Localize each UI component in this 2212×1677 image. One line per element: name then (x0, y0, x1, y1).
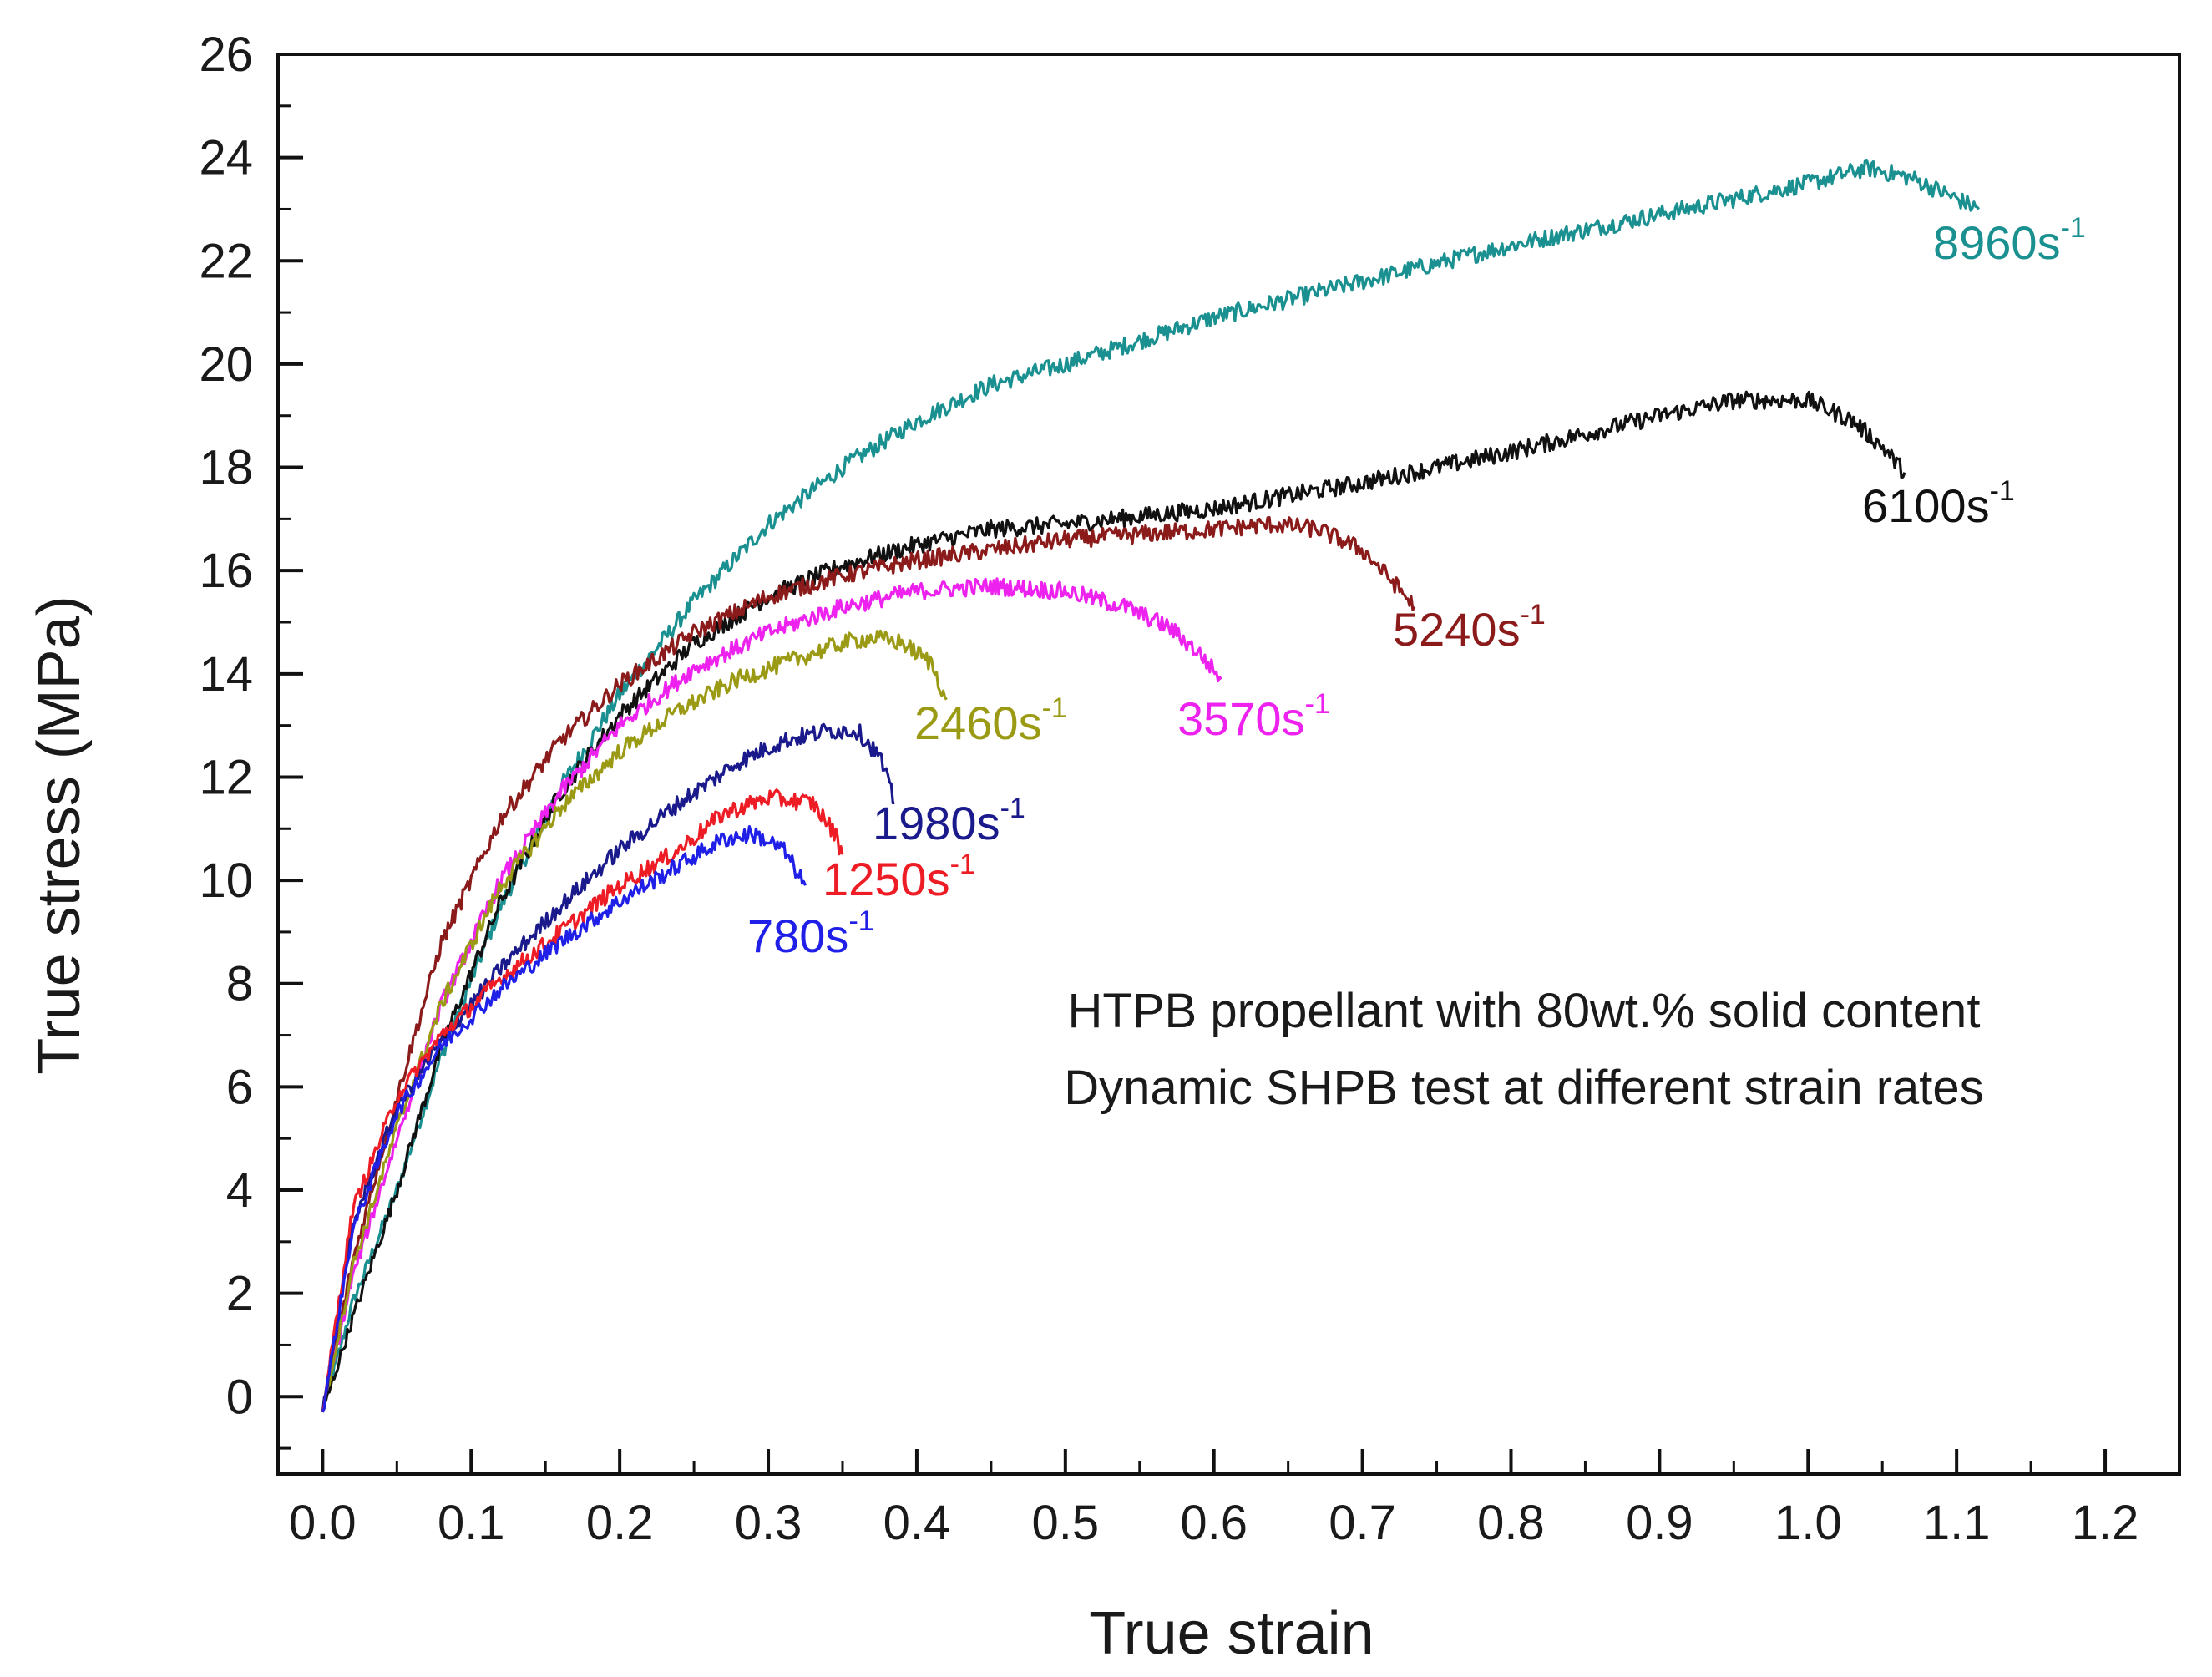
series-label-780s: 780s-1 (747, 905, 874, 962)
series-label-rate: 1980s (873, 797, 1000, 849)
x-tick-label: 0.3 (735, 1496, 802, 1550)
y-tick-label: 0 (226, 1370, 253, 1424)
annotation-line-2: Dynamic SHPB test at different strain ra… (1064, 1061, 1983, 1115)
plot-frame (276, 53, 2181, 1476)
series-label-rate: 780s (747, 909, 848, 962)
series-label-exponent: -1 (1521, 599, 1546, 631)
series-label-rate: 5240s (1393, 603, 1521, 656)
series-label-exponent: -1 (1042, 692, 1067, 724)
series-label-exponent: -1 (1990, 475, 2015, 507)
y-tick-label: 8 (226, 957, 253, 1011)
series-label-5240s: 5240s-1 (1393, 599, 1546, 656)
series-label-1980s: 1980s-1 (873, 793, 1025, 849)
y-tick-label: 18 (199, 441, 253, 495)
series-label-rate: 3570s (1177, 692, 1305, 745)
series-label-rate: 2460s (914, 697, 1042, 749)
y-tick-label: 6 (226, 1060, 253, 1114)
series-label-exponent: -1 (950, 849, 975, 880)
x-tick-label: 0.5 (1032, 1496, 1100, 1550)
series-label-rate: 1250s (823, 853, 950, 905)
series-label-8960s: 8960s-1 (1933, 212, 2086, 269)
x-axis: 0.0 0.1 0.2 0.3 0.4 0.5 0.6 0.7 0.8 0.9 1.0 1.1 1.2 (289, 1449, 2139, 1550)
annotation-line-1: HTPB propellant with 80wt.% solid conten… (1068, 984, 1981, 1038)
x-tick-label: 0.8 (1477, 1496, 1545, 1550)
x-tick-label: 1.2 (2072, 1496, 2139, 1550)
series-lines (321, 159, 1981, 1413)
series-line-5240s (321, 516, 1416, 1413)
series-label-rate: 8960s (1933, 216, 2061, 269)
x-axis-title: True strain (1089, 1600, 1374, 1667)
x-tick-label: 0.0 (289, 1496, 357, 1550)
series-line-6100s (321, 390, 1906, 1413)
series-line-2460s (321, 629, 948, 1413)
series-label-1250s: 1250s-1 (823, 849, 975, 905)
y-tick-label: 2 (226, 1267, 253, 1321)
series-label-rate: 6100s (1862, 479, 1990, 532)
y-axis-title: True stress (MPa) (26, 595, 93, 1074)
y-tick-label: 14 (199, 647, 253, 702)
x-tick-label: 0.2 (586, 1496, 654, 1550)
y-tick-label: 26 (199, 28, 253, 82)
x-tick-label: 0.7 (1329, 1496, 1396, 1550)
series-label-2460s: 2460s-1 (914, 692, 1067, 749)
series-line-1250s (321, 788, 844, 1413)
series-line-780s (321, 825, 807, 1413)
x-tick-label: 1.0 (1774, 1496, 1842, 1550)
x-tick-label: 0.4 (883, 1496, 951, 1550)
y-tick-label: 20 (199, 337, 253, 392)
y-tick-label: 22 (199, 234, 253, 288)
y-tick-label: 10 (199, 854, 253, 908)
series-line-8960s (321, 159, 1981, 1413)
series-label-exponent: -1 (2061, 212, 2086, 244)
y-tick-label: 4 (226, 1163, 253, 1218)
series-label-exponent: -1 (848, 905, 873, 937)
series-label-3570s: 3570s-1 (1177, 688, 1330, 745)
series-labels: 8960s-16100s-15240s-13570s-12460s-11980s… (747, 212, 2086, 962)
x-tick-label: 1.1 (1923, 1496, 1991, 1550)
y-tick-label: 24 (199, 131, 253, 185)
y-tick-label: 12 (199, 750, 253, 804)
series-label-exponent: -1 (1000, 793, 1025, 824)
y-tick-label: 16 (199, 544, 253, 598)
x-tick-label: 0.1 (438, 1496, 505, 1550)
series-line-1980s (321, 722, 895, 1412)
x-tick-label: 0.6 (1180, 1496, 1248, 1550)
series-label-exponent: -1 (1305, 688, 1330, 720)
x-tick-label: 0.9 (1626, 1496, 1693, 1550)
series-label-6100s: 6100s-1 (1862, 475, 2015, 532)
